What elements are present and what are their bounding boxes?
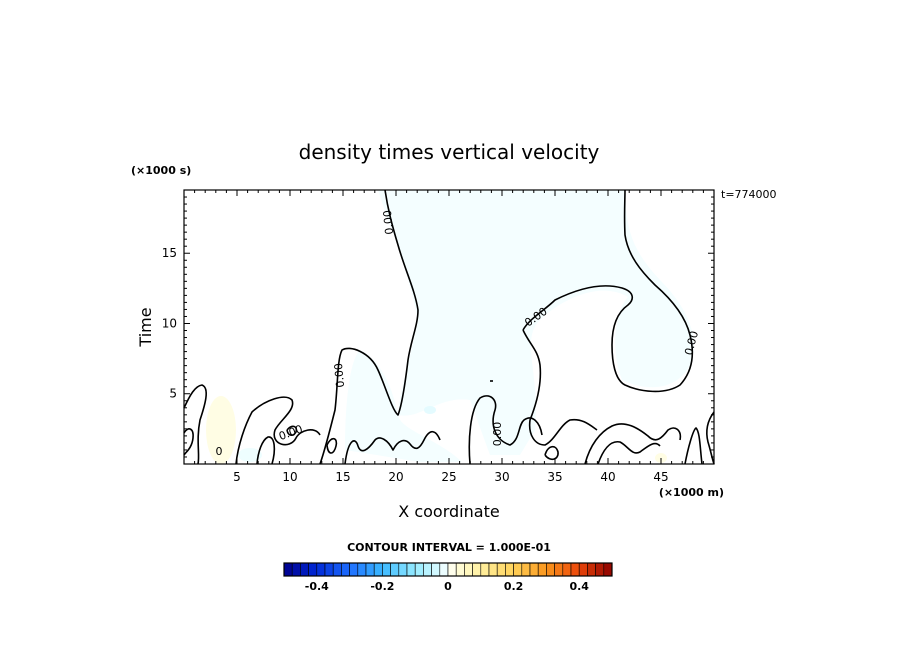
y-tick-label: 15 — [162, 246, 177, 260]
colorbar-cell — [414, 562, 424, 577]
colorbar-cell — [570, 562, 580, 577]
colorbar-cell — [324, 562, 334, 577]
colorbar-cell — [332, 562, 342, 577]
colorbar-cell — [349, 562, 359, 577]
shaded-regions — [206, 190, 694, 464]
x-tick-label: 30 — [494, 470, 509, 484]
contour-wiggle-7 — [344, 430, 441, 465]
colorbar-cell — [291, 562, 301, 577]
x-tick-label: 25 — [441, 470, 456, 484]
contour-label-2: 0.00 — [332, 363, 347, 389]
contour-label-6: 0.00 — [277, 422, 304, 443]
colorbar-cell — [595, 562, 605, 577]
colorbar-cell — [423, 562, 432, 577]
contour-right-12 — [597, 440, 661, 465]
colorbar-tick-label: 0.4 — [569, 580, 589, 593]
colorbar — [283, 562, 613, 577]
contour-left-1 — [183, 384, 207, 465]
colorbar-cell — [488, 562, 498, 577]
contour-right-13 — [684, 427, 703, 465]
x-tick-label: 45 — [653, 470, 668, 484]
colorbar-cell — [308, 562, 318, 577]
chart-title: density times vertical velocity — [299, 140, 600, 164]
near-zero-negative-region — [345, 190, 694, 462]
x-axis-ticks: 5 10 15 20 25 30 35 40 45 — [194, 190, 704, 484]
contour-label-7: 0 — [216, 445, 223, 458]
contour-drop-10 — [522, 329, 598, 446]
contour-label-5: 0.00 — [491, 422, 504, 447]
colorbar-tick-label: 0 — [444, 580, 452, 593]
colorbar-cell — [382, 562, 391, 577]
colorbar-cell — [283, 562, 293, 577]
contour-wiggle-6 — [326, 437, 338, 454]
x-tick-label: 20 — [388, 470, 403, 484]
colorbar-cell — [562, 562, 572, 577]
negative-region-low — [238, 448, 262, 462]
colorbar-cell — [521, 562, 531, 577]
contour-label-1: 0.00 — [381, 210, 396, 236]
colorbar-cell — [390, 562, 400, 577]
positive-region-left — [206, 396, 236, 464]
x-tick-label: 15 — [335, 470, 350, 484]
colorbar-cell — [603, 562, 613, 577]
contour-small-4 — [256, 436, 276, 465]
contour-rise-5 — [319, 189, 419, 465]
colorbar-cell — [455, 562, 465, 577]
colorbar-cell — [472, 562, 482, 577]
colorbar-cell — [439, 562, 449, 577]
colorbar-cell — [357, 562, 367, 577]
x-tick-label: 5 — [233, 470, 241, 484]
colorbar-frame — [283, 562, 613, 577]
colorbar-cell — [587, 562, 596, 577]
contour-loop-17 — [544, 445, 559, 461]
y-axis-title: Time — [136, 307, 155, 347]
colorbar-cell — [398, 562, 408, 577]
contour-arch-9 — [522, 189, 694, 393]
colorbar-cell — [365, 562, 375, 577]
colorbar-cell — [546, 562, 555, 577]
y-unit-label: (×1000 s) — [131, 164, 191, 177]
colorbar-cell — [578, 562, 588, 577]
contour-interval-label: CONTOUR INTERVAL = 1.000E-01 — [347, 541, 551, 554]
contour-left-2 — [183, 428, 194, 456]
x-tick-label: 40 — [600, 470, 615, 484]
x-axis-title: X coordinate — [398, 502, 499, 521]
colorbar-cell — [505, 562, 514, 577]
contour-bump-3 — [235, 396, 321, 465]
colorbar-cell — [464, 562, 473, 577]
contour-loop-16 — [286, 425, 298, 436]
y-tick-label: 5 — [169, 387, 177, 401]
x-tick-label: 10 — [282, 470, 297, 484]
colorbar-tick-label: 0.2 — [504, 580, 524, 593]
contour-mid-8 — [468, 395, 543, 465]
colorbar-cell — [537, 562, 547, 577]
colorbar-cell — [431, 562, 441, 577]
x-tick-label: 35 — [547, 470, 562, 484]
x-unit-label: (×1000 m) — [659, 486, 724, 499]
contour-right-14 — [706, 411, 715, 465]
y-axis-ticks: 5 10 15 — [162, 196, 714, 458]
y-tick-label: 10 — [162, 316, 177, 330]
contour-label-4: 0.00 — [682, 330, 701, 357]
colorbar-tick-label: -0.4 — [305, 580, 329, 593]
colorbar-cell — [529, 562, 539, 577]
colorbar-cell — [341, 562, 350, 577]
negative-region-mid — [424, 406, 436, 414]
colorbar-cell — [480, 562, 490, 577]
zero-contours — [183, 189, 715, 465]
colorbar-cell — [300, 562, 309, 577]
colorbar-cell — [496, 562, 506, 577]
colorbar-cell — [513, 562, 523, 577]
contour-right-11 — [584, 423, 682, 465]
colorbar-cell — [373, 562, 383, 577]
time-annotation: t=774000 — [721, 188, 777, 201]
colorbar-cell — [554, 562, 564, 577]
colorbar-cell — [406, 562, 416, 577]
colorbar-ticks: -0.4 -0.2 0 0.2 0.4 — [305, 580, 590, 593]
colorbar-cell — [316, 562, 326, 577]
colorbar-cell — [447, 562, 457, 577]
colorbar-tick-label: -0.2 — [370, 580, 394, 593]
